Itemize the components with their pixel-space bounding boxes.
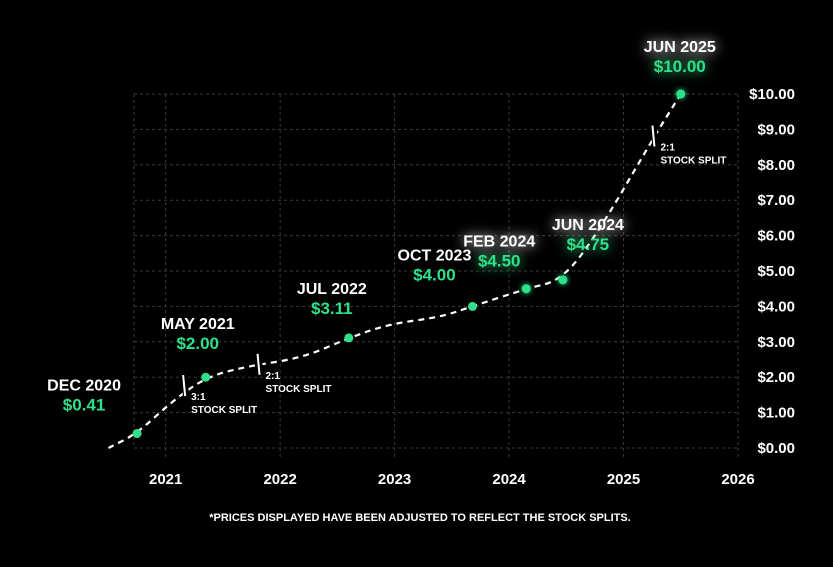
y-tick-label: $7.00	[757, 192, 795, 209]
split-ratio: 2:1	[266, 371, 281, 382]
split-tick	[256, 353, 261, 375]
annotation-price: $10.00	[654, 57, 706, 76]
y-tick-label: $0.00	[757, 440, 795, 457]
split-tick	[651, 125, 656, 147]
annotation: JUL 2022$3.11	[297, 281, 367, 318]
stock-split: 3:1 STOCK SPLIT	[181, 373, 257, 416]
annotation-date: JUL 2022	[297, 281, 367, 298]
price-point	[467, 301, 477, 311]
y-tick-label: $8.00	[757, 157, 795, 174]
split-label: STOCK SPLIT	[266, 384, 332, 395]
annotation: FEB 2024$4.50	[463, 234, 535, 271]
x-tick-label: 2022	[263, 471, 296, 488]
annotation: OCT 2023$4.00	[398, 247, 472, 284]
annotation: JUN 2024$4.75	[552, 217, 624, 254]
footnote: *PRICES DISPLAYED HAVE BEEN ADJUSTED TO …	[209, 512, 631, 524]
price-line	[107, 93, 682, 449]
annotation-date: OCT 2023	[398, 247, 472, 264]
price-point	[558, 275, 568, 285]
annotation-price: $4.50	[478, 252, 521, 271]
price-annotations: DEC 2020$0.41 MAY 2021$2.00 JUL 2022$3.11 O…	[47, 39, 716, 414]
split-ratio: 3:1	[191, 392, 206, 403]
split-label: STOCK SPLIT	[191, 405, 257, 416]
price-point	[201, 372, 211, 382]
stock-split: 2:1 STOCK SPLIT	[650, 124, 726, 166]
annotation: JUN 2025$10.00	[644, 39, 716, 76]
x-tick-label: 2025	[607, 471, 640, 488]
x-tick-label: 2023	[378, 471, 411, 488]
price-point	[344, 333, 354, 343]
y-tick-label: $1.00	[757, 405, 795, 422]
x-tick-label: 2026	[721, 471, 754, 488]
annotation-price: $3.11	[311, 299, 353, 318]
split-ratio: 2:1	[660, 142, 675, 153]
annotation-date: MAY 2021	[161, 316, 235, 333]
annotation: DEC 2020$0.41	[47, 377, 121, 414]
split-label: STOCK SPLIT	[660, 155, 726, 166]
y-tick-label: $2.00	[757, 369, 795, 386]
grid-lines	[133, 93, 739, 458]
x-axis-ticks: 2021 2022 2023 2024 2025 2026	[149, 471, 755, 488]
annotation-price: $4.75	[567, 235, 610, 254]
split-tick	[182, 374, 187, 397]
y-tick-label: $6.00	[757, 228, 795, 245]
annotation-date: JUN 2025	[644, 39, 716, 56]
y-tick-label: $4.00	[757, 298, 795, 315]
annotation-price: $0.41	[63, 395, 106, 414]
x-tick-label: 2021	[149, 471, 182, 488]
y-tick-label: $10.00	[749, 86, 795, 103]
y-axis-ticks: $0.00 $1.00 $2.00 $3.00 $4.00 $5.00 $6.00 $7.00…	[749, 86, 795, 457]
annotation-date: FEB 2024	[463, 234, 535, 251]
annotation-price: $4.00	[413, 265, 456, 284]
price-point	[132, 428, 142, 438]
annotation: MAY 2021$2.00	[161, 316, 235, 353]
annotation-price: $2.00	[176, 334, 219, 353]
y-tick-label: $5.00	[757, 263, 795, 280]
price-point	[521, 284, 531, 294]
annotation-date: DEC 2020	[47, 377, 121, 394]
price-points	[132, 89, 686, 438]
annotation-date: JUN 2024	[552, 217, 624, 234]
x-tick-label: 2024	[492, 471, 526, 488]
stock-split: 2:1 STOCK SPLIT	[255, 352, 332, 395]
y-tick-label: $9.00	[757, 121, 795, 138]
price-point	[676, 89, 686, 99]
y-tick-label: $3.00	[757, 334, 795, 351]
stock-split-markers: 3:1 STOCK SPLIT 2:1 STOCK SPLIT 2:1 STOCK SPL…	[181, 124, 726, 416]
